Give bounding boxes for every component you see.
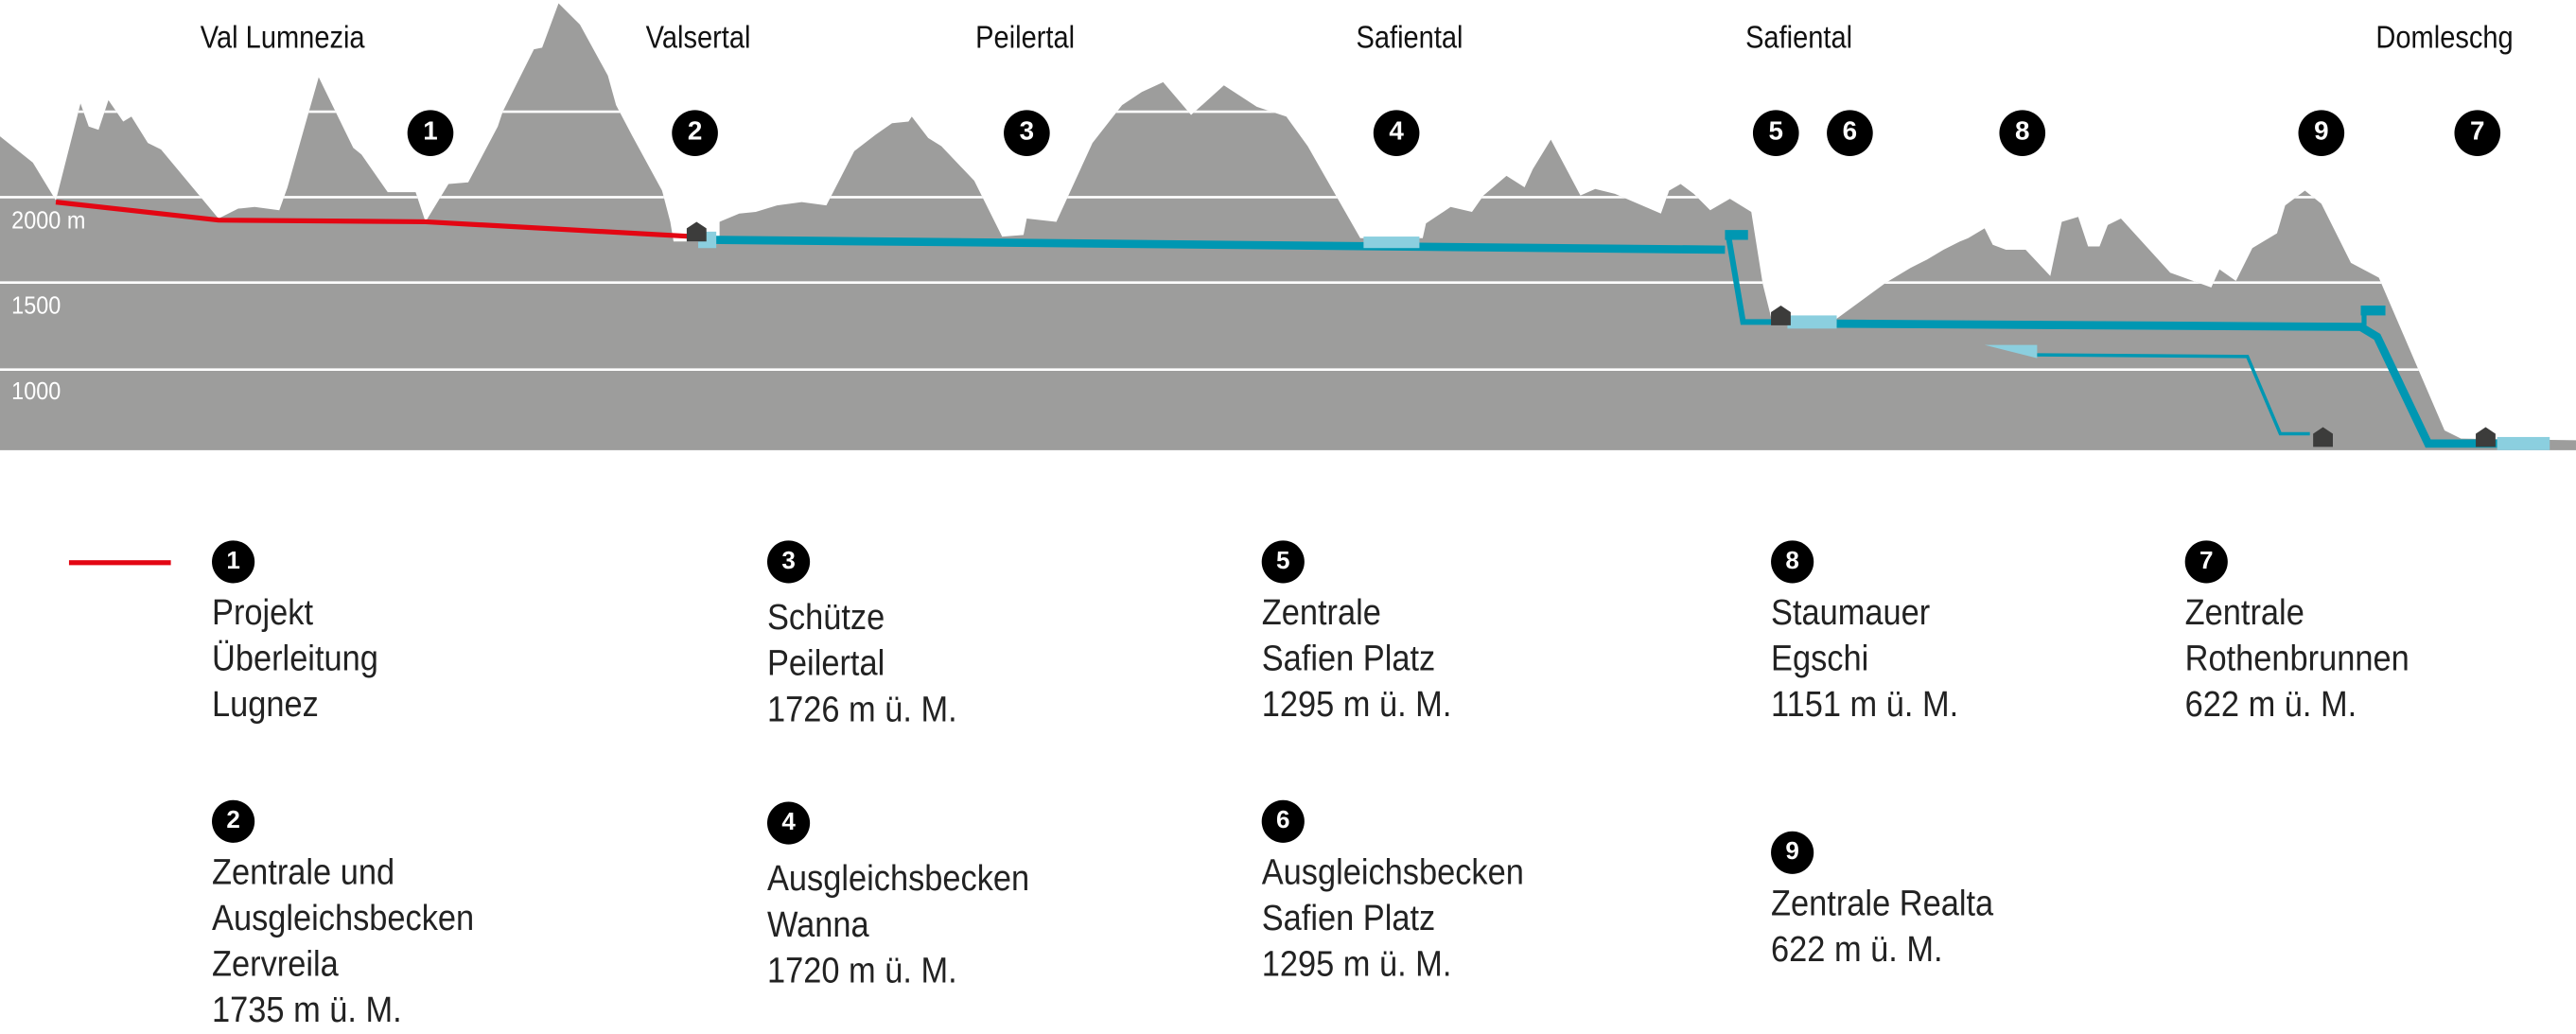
legend-badge: 1 xyxy=(212,540,255,584)
legend-text: 1151 m ü. M. xyxy=(1771,683,1959,725)
project-line-lugnez xyxy=(55,200,693,239)
profile-badge-7: 7 xyxy=(2454,110,2501,156)
legend-text: Schütze xyxy=(766,596,885,638)
valley-label-val-lumnezia: Val Lumnezia xyxy=(200,21,365,57)
legend-badge: 7 xyxy=(2184,540,2228,584)
legend-badge: 4 xyxy=(766,801,811,845)
legend-badge: 8 xyxy=(1771,540,1814,584)
legend-text: Safien Platz xyxy=(1261,897,1436,938)
legend-text: Wanna xyxy=(766,903,869,945)
profile-badge-9: 9 xyxy=(2298,110,2345,156)
surge-tank-rothenbrunnen xyxy=(2360,306,2386,316)
pipelines xyxy=(55,200,2550,450)
elevation-label-1500: 1500 xyxy=(11,292,61,321)
surge-tank-safien xyxy=(1725,230,1748,240)
legend-text: Zentrale und xyxy=(212,850,395,892)
powerhouse-safien-platz-icon xyxy=(1771,306,1791,325)
legend-text: 1720 m ü. M. xyxy=(766,949,957,991)
elevation-label-2000: 2000 m xyxy=(11,206,86,236)
legend-text: 1295 m ü. M. xyxy=(1261,683,1452,725)
legend-text: Ausgleichsbecken xyxy=(1261,850,1524,892)
valley-label-valsertal: Valsertal xyxy=(645,21,751,57)
powerhouse-realta-icon xyxy=(2313,427,2333,447)
legend-text: 622 m ü. M. xyxy=(1771,928,1943,970)
profile-badge-4: 4 xyxy=(1373,110,1420,156)
legend-badge: 2 xyxy=(212,799,255,843)
legend-text: Egschi xyxy=(1771,637,1869,679)
legend-text: Ausgleichsbecken xyxy=(766,857,1030,899)
legend-text: 622 m ü. M. xyxy=(2184,683,2357,725)
legend-text: 1726 m ü. M. xyxy=(766,688,957,730)
reservoir-wanna xyxy=(1363,237,1420,249)
profile-badge-8: 8 xyxy=(1999,110,2046,156)
legend-badge: 9 xyxy=(1771,831,1814,874)
legend-text: Peilertal xyxy=(766,642,885,684)
valley-label-safiental-2: Safiental xyxy=(1745,21,1853,57)
legend-text: Zervreila xyxy=(212,942,339,985)
pipeline-realta xyxy=(2037,353,2310,436)
valley-label-peilertal: Peilertal xyxy=(975,21,1076,57)
valley-label-domleschg: Domleschg xyxy=(2375,21,2514,57)
elevation-label-1000: 1000 xyxy=(11,377,61,406)
legend-text: 1735 m ü. M. xyxy=(212,989,402,1030)
legend-text: Zentrale xyxy=(2184,591,2304,633)
powerhouse-zervreila-icon xyxy=(686,221,707,242)
pipeline-main-upper xyxy=(714,236,1726,254)
profile-badge-5: 5 xyxy=(1752,110,1799,156)
valley-label-safiental: Safiental xyxy=(1356,21,1463,57)
profile-badge-6: 6 xyxy=(1827,110,1873,156)
legend-text: Zentrale Realta xyxy=(1771,882,1994,923)
legend-text: Überleitung xyxy=(212,637,378,679)
terrain-silhouette xyxy=(0,3,2576,450)
legend-badge: 3 xyxy=(766,540,811,584)
legend-text: Projekt xyxy=(212,591,314,633)
terrain-profile xyxy=(0,3,2576,450)
project-line-legend-key xyxy=(68,560,171,566)
legend-text: Lugnez xyxy=(212,683,319,725)
legend-badge: 6 xyxy=(1261,799,1305,843)
reservoir-safien-platz xyxy=(1787,315,1837,329)
profile-badge-2: 2 xyxy=(672,110,718,156)
legend-text: Safien Platz xyxy=(1261,637,1436,679)
legend-badge: 5 xyxy=(1261,540,1305,584)
profile-badge-3: 3 xyxy=(1004,110,1050,156)
pipeline-main-lower xyxy=(1836,319,2497,448)
reservoir-rothenbrunnen xyxy=(2497,436,2550,450)
legend-text: Staumauer xyxy=(1771,591,1931,633)
legend-text: Ausgleichsbecken xyxy=(212,897,475,938)
powerhouse-rothenbrunnen-icon xyxy=(2476,427,2496,447)
profile-badge-1: 1 xyxy=(407,110,454,156)
legend-text: Zentrale xyxy=(1261,591,1381,633)
legend-text: Rothenbrunnen xyxy=(2184,637,2410,679)
legend-text: 1295 m ü. M. xyxy=(1261,942,1452,985)
